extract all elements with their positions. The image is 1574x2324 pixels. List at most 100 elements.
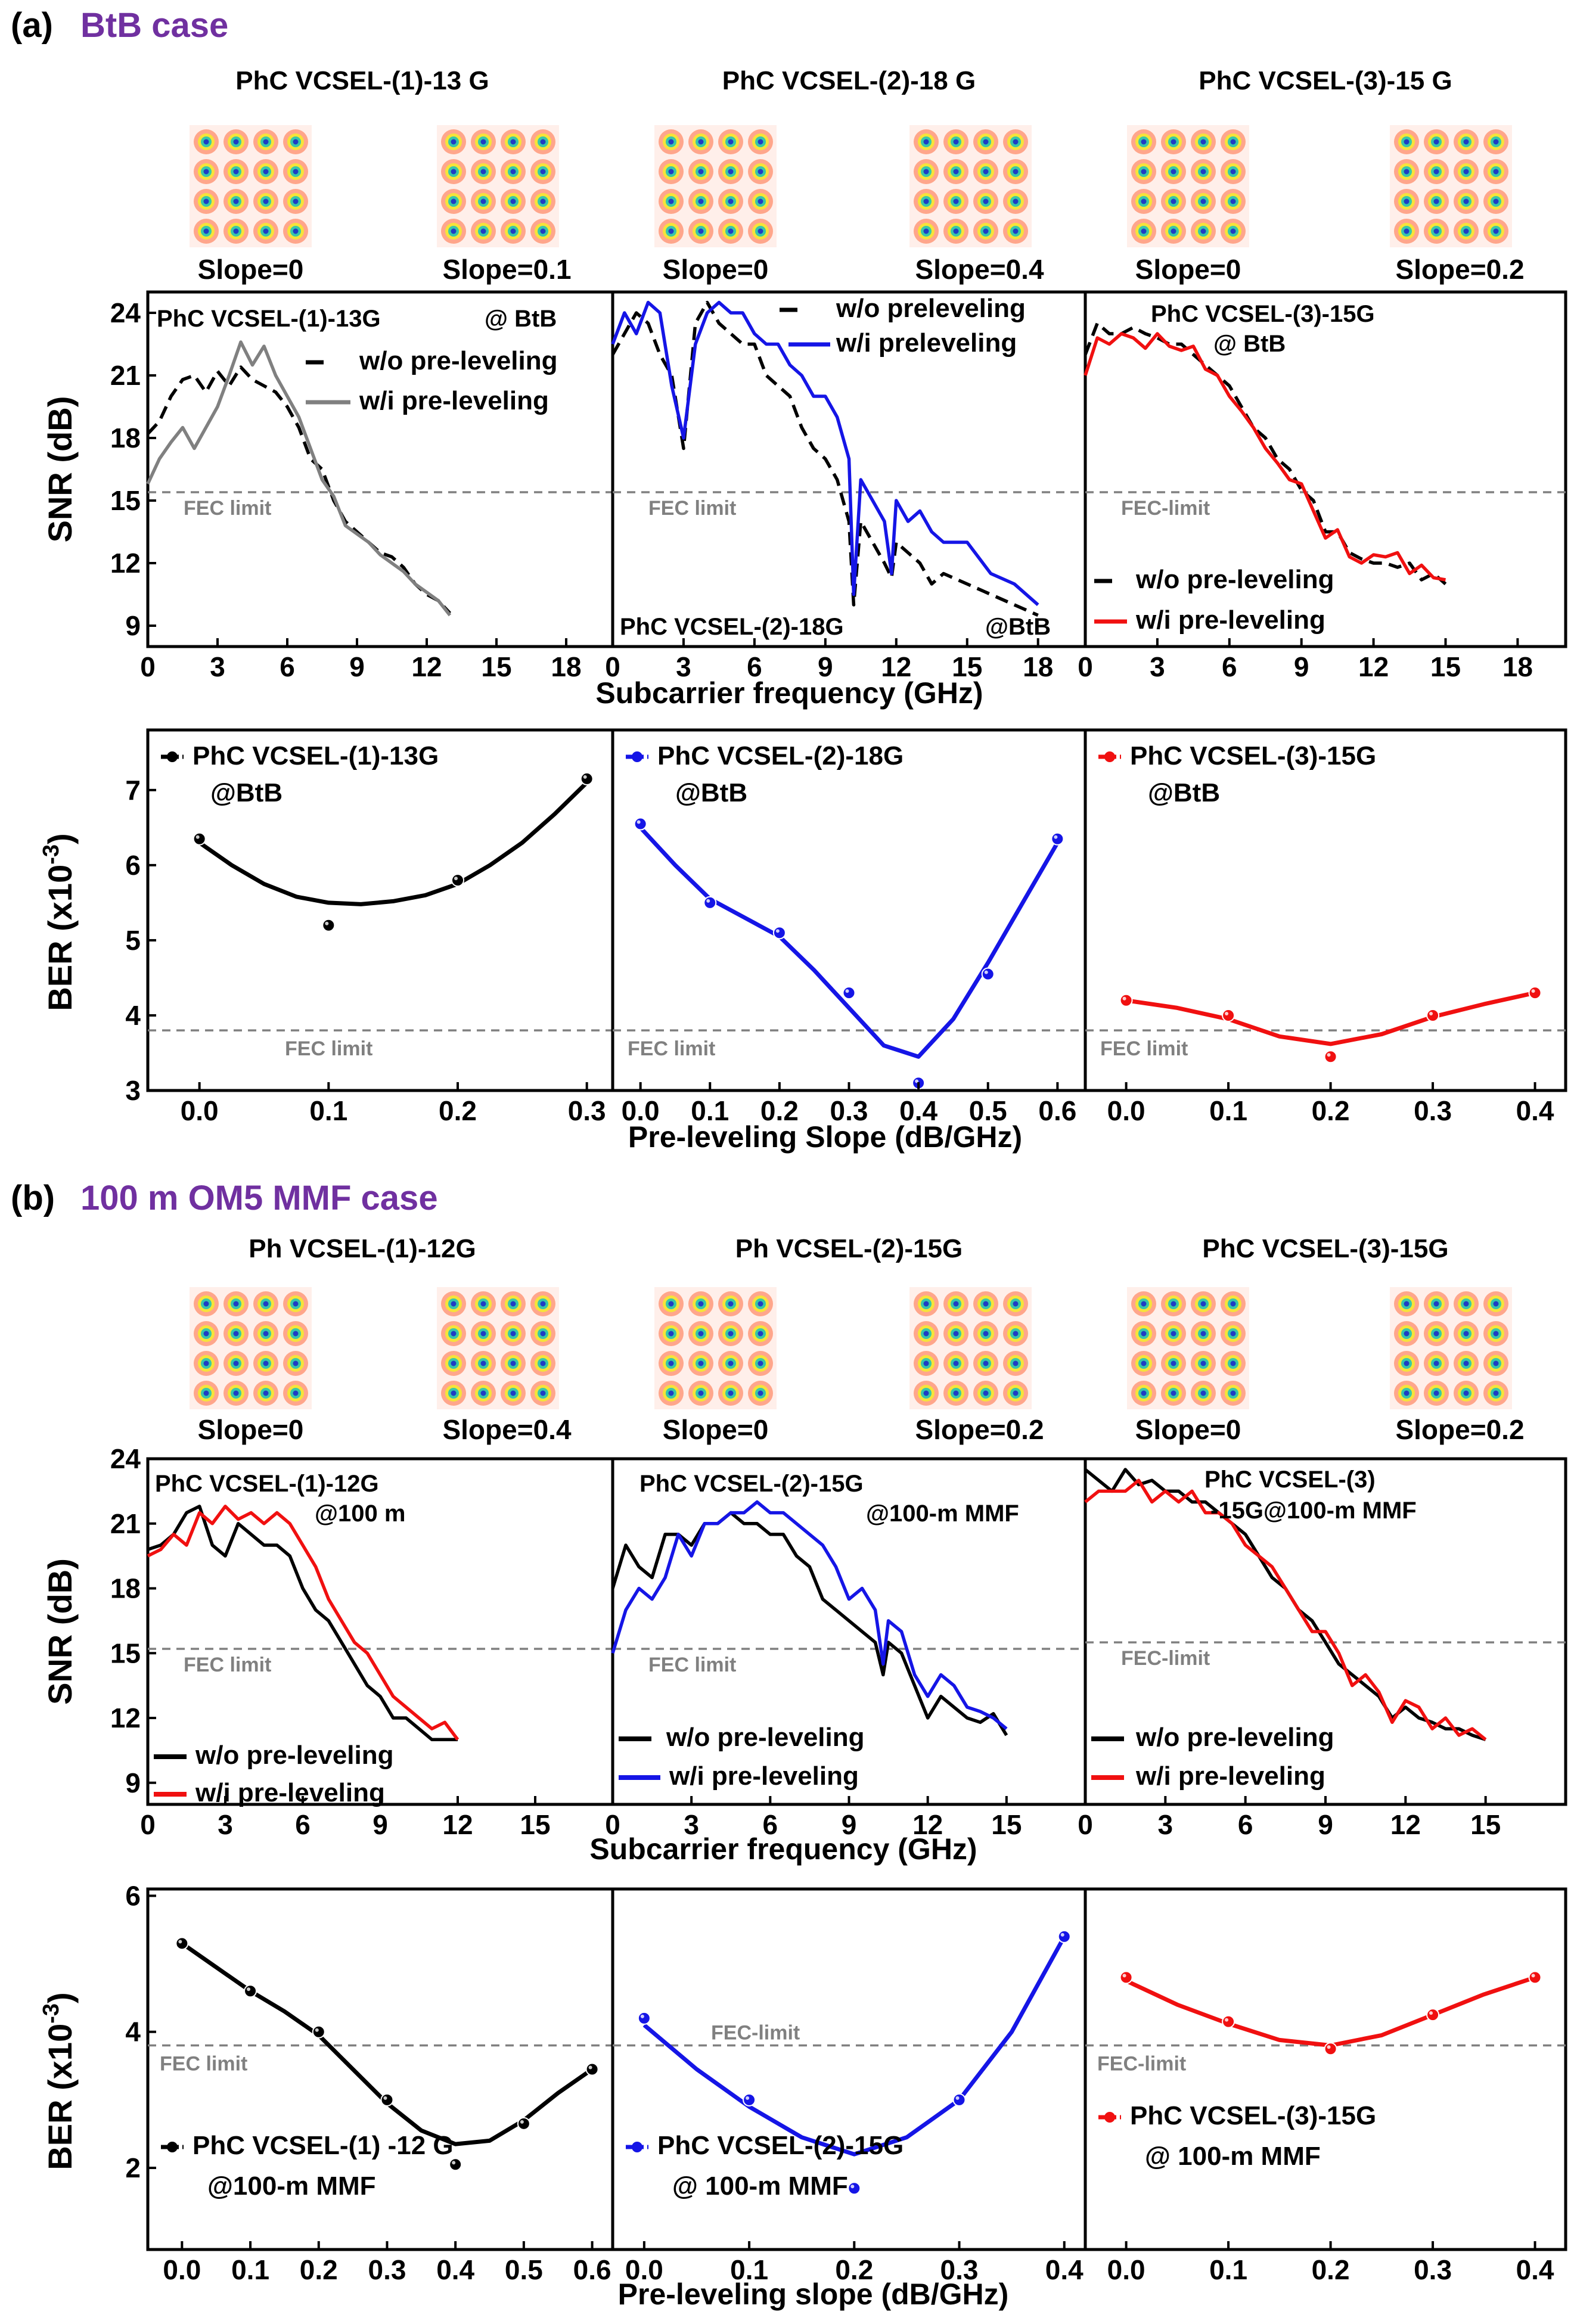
annotation: @BtB [1148,778,1220,807]
data-point [244,1984,257,1998]
data-point [1324,2042,1337,2056]
eye-cluster-core [923,1360,929,1366]
eye-cluster-core [293,198,299,204]
eye-cluster-core [1493,228,1499,234]
x-tick-label: 0.0 [163,2254,201,2285]
eye-cluster-core [1013,1331,1019,1337]
y-tick-label: 21 [110,360,141,391]
x-tick-label: 18 [1023,651,1053,682]
fit-curve [198,781,589,906]
x-tick-label: 12 [411,651,442,682]
x-tick-label: 0.4 [1516,1095,1554,1126]
x-tick-label: 0.4 [1045,2254,1084,2285]
eye-cluster-core [451,1390,457,1396]
slope-label: Slope=0 [198,1414,304,1445]
eye-cluster-core [293,1360,299,1366]
data-point-highlight [1122,996,1126,1001]
eye-cluster-core [1230,139,1236,145]
eye-cluster-core [1493,1390,1499,1396]
eye-cluster-core [480,228,486,234]
eye-cluster-core [668,139,674,145]
y-tick-label: 24 [110,297,141,328]
eye-cluster-core [757,1390,763,1396]
y-axis-label: SNR (dB) [41,1558,79,1705]
x-tick-label: 3 [1158,1809,1173,1840]
eye-cluster-core [1230,1390,1236,1396]
eye-cluster-core [233,228,239,234]
eye-cluster-core [451,1331,457,1337]
eye-cluster-core [728,1360,734,1366]
data-point [175,1937,189,1950]
annotation: -15G@100-m MMF [1210,1497,1417,1524]
eye-cluster-core [1171,1331,1176,1337]
legend-label: PhC VCSEL-(2)-18G [657,741,904,770]
eye-cluster-core [668,169,674,175]
eye-cluster-core [1463,139,1469,145]
eye-cluster-core [983,169,989,175]
eye-cluster-core [1013,169,1019,175]
eye-cluster-core [983,1301,989,1307]
eye-cluster-core [540,1390,546,1396]
x-tick-label: 6 [1238,1809,1253,1840]
x-tick-label: 0.1 [231,2254,269,2285]
eye-cluster-core [510,228,516,234]
y-axis-label-main: BER (x10 [41,2024,79,2170]
x-tick-label: 0.5 [505,2254,543,2285]
eye-cluster-core [923,139,929,145]
fec-limit-label: FEC-limit [1121,1647,1210,1670]
legend-marker [1104,2112,1115,2123]
eye-cluster-core [757,1331,763,1337]
eye-cluster-core [1200,1301,1206,1307]
eye-cluster-core [1404,1360,1410,1366]
legend-label: w/i pre-leveling [359,386,549,415]
x-tick-label: 18 [551,651,581,682]
annotation: PhC VCSEL-(1)-12G [155,1471,379,1497]
x-tick-label: 3 [684,1809,699,1840]
eye-cluster-core [923,1390,929,1396]
legend-label: w/i pre-leveling [1135,1761,1325,1791]
data-point [1324,1050,1337,1064]
series-line [1084,321,1447,586]
series-line [146,340,452,617]
legend-label: PhC VCSEL-(3)-15G [1130,2101,1376,2130]
x-tick-label: 3 [210,651,225,682]
eye-cluster-core [1013,1390,1019,1396]
fec-limit-label: FEC limit [160,2053,247,2076]
series-line [611,1500,1008,1730]
y-tick-label: 6 [125,850,141,881]
eye-diagram [1390,1287,1512,1409]
eye-cluster-core [480,1390,486,1396]
x-tick-label: 12 [881,651,911,682]
x-tick-label: 0.2 [300,2254,338,2285]
case-title: 100 m OM5 MMF case [80,1179,438,1217]
fec-limit-label: FEC limit [184,497,271,520]
data-point-highlight [850,2185,855,2189]
eye-cluster-core [1433,1390,1439,1396]
eye-cluster-core [1171,228,1176,234]
y-tick-label: 21 [110,1508,141,1539]
data-point [981,967,995,981]
x-tick-label: 9 [1318,1809,1333,1840]
eye-cluster-core [203,139,209,145]
eye-cluster-core [728,198,734,204]
eye-cluster-core [1171,139,1176,145]
ber-chart: 0.0 0.1 0.2 0.3 0.4 0.5 0.6 PhC VCSEL-(2)-18G @B… [611,728,1087,1126]
x-tick-label: 18 [1502,651,1533,682]
eye-cluster-core [1433,169,1439,175]
x-tick-label: 12 [912,1809,943,1840]
eye-diagram-title: Ph VCSEL-(1)-12G [249,1234,476,1263]
x-tick-label: 0.0 [1107,1095,1145,1126]
eye-cluster-core [1404,1331,1410,1337]
fit-curve [1125,1975,1536,2048]
legend-marker [632,751,642,762]
ber-chart: 0.0 0.1 0.2 0.3 0.4 PhC VCSEL-(2)-15G @ 100-m … [611,1887,1087,2285]
eye-cluster-core [1230,228,1236,234]
eye-cluster-core [1433,1331,1439,1337]
y-axis-label-exp: -3 [39,844,64,865]
eye-cluster-core [451,169,457,175]
annotation: @BtB [985,614,1051,640]
x-axis-label: Pre-leveling slope (dB/GHz) [618,2278,1009,2311]
eye-cluster-core [757,198,763,204]
eye-cluster-core [1013,1301,1019,1307]
eye-cluster-core [1141,139,1147,145]
